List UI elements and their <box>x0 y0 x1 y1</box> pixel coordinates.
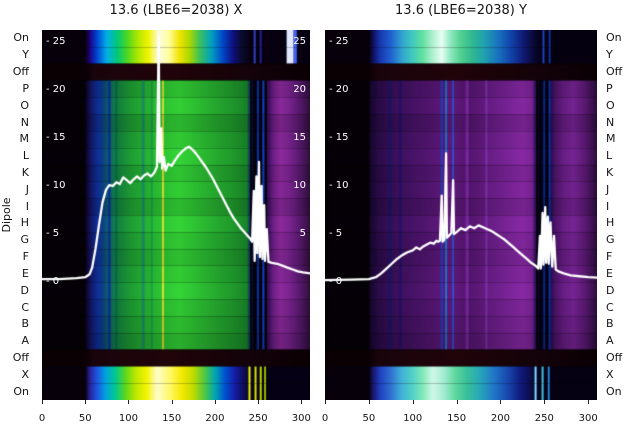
row-label: K <box>606 165 614 179</box>
row-label: Off <box>606 350 623 364</box>
x-tick-mark <box>544 400 546 404</box>
x-tick-mark <box>214 400 216 404</box>
x-tick-mark <box>456 400 458 404</box>
row-label: O <box>20 98 29 112</box>
row-label: G <box>606 233 615 247</box>
x-tick-mark <box>368 400 370 404</box>
y-tick-label: - 0 <box>329 276 343 287</box>
row-label: E <box>606 266 613 280</box>
y-tick-label: - 20 <box>46 84 66 95</box>
row-label: L <box>606 149 613 163</box>
row-label: On <box>606 31 622 45</box>
y-tick-label: - 5 <box>329 228 343 239</box>
row-label: B <box>606 317 614 331</box>
heatmap-y-canvas <box>325 30 597 400</box>
row-label: Y <box>606 48 613 62</box>
row-label: Off <box>12 350 29 364</box>
row-label: A <box>21 334 29 348</box>
row-label: P <box>22 81 29 95</box>
row-label: M <box>606 132 616 146</box>
x-tick-label: 200 <box>205 413 225 424</box>
row-label: G <box>20 233 29 247</box>
x-tick-mark <box>301 400 303 404</box>
row-label: I <box>25 199 29 213</box>
y-tick-label: - 25 <box>46 36 66 47</box>
x-tick-mark <box>412 400 414 404</box>
row-label: F <box>22 250 29 264</box>
heatmap-x-canvas <box>42 30 310 400</box>
y-tick-label: - 5 <box>46 228 60 239</box>
y-tick-label: - 10 <box>329 180 349 191</box>
x-tick-label: 300 <box>291 413 311 424</box>
row-label: I <box>606 199 610 213</box>
y-tick-label-right: 10 <box>293 180 306 191</box>
x-tick-mark <box>258 400 260 404</box>
row-label: C <box>21 300 29 314</box>
x-tick-label: 0 <box>321 413 329 424</box>
row-labels-right: On Y Off P O N M L K J I H G F E D C B A Off X On <box>604 0 640 440</box>
row-label: H <box>606 216 615 230</box>
row-label: P <box>606 81 613 95</box>
row-label: J <box>25 182 29 196</box>
y-tick-label: - 25 <box>329 36 349 47</box>
row-label: K <box>21 165 29 179</box>
x-tick-label: 300 <box>578 413 598 424</box>
row-label: X <box>21 367 29 381</box>
x-tick-mark <box>85 400 87 404</box>
row-label: B <box>21 317 29 331</box>
y-tick-label-right: 15 <box>293 132 306 143</box>
panel-x: 13.6 (LBE6=2038) X 0 50 100 150 200 250 300 - 2… <box>39 3 311 424</box>
panel-y-title: 13.6 (LBE6=2038) Y <box>395 3 527 18</box>
x-tick-mark <box>325 400 326 404</box>
x-tick-label: 250 <box>534 413 554 424</box>
panel-x-title: 13.6 (LBE6=2038) X <box>109 3 243 18</box>
y-tick-label-right: 20 <box>293 84 306 95</box>
x-tick-label: 50 <box>78 413 92 424</box>
panel-y: 13.6 (LBE6=2038) Y 0 50 100 150 200 250 300 - 2… <box>322 3 598 424</box>
row-label: Off <box>606 65 623 79</box>
row-label: O <box>606 98 615 112</box>
x-tick-mark <box>500 400 502 404</box>
y-tick-label: - 0 <box>46 276 60 287</box>
y-tick-label-right: 5 <box>299 228 306 239</box>
row-label: A <box>606 334 614 348</box>
y-tick-label: - 10 <box>46 180 66 191</box>
x-tick-label: 100 <box>403 413 423 424</box>
row-label: N <box>20 115 29 129</box>
y-tick-label: - 20 <box>329 84 349 95</box>
row-label: E <box>22 266 29 280</box>
row-label: L <box>22 149 29 163</box>
x-tick-label: 150 <box>162 413 182 424</box>
y-tick-label: - 15 <box>329 132 349 143</box>
x-tick-label: 100 <box>118 413 138 424</box>
y-tick-label: - 15 <box>46 132 66 143</box>
row-label: X <box>606 367 614 381</box>
row-label: Y <box>22 48 29 62</box>
y-tick-label-right: 25 <box>293 36 306 47</box>
row-label: H <box>20 216 29 230</box>
row-labels-left: On Y Off P O N M L K J I H G F E D C B A Off X On <box>0 0 34 440</box>
x-tick-mark <box>128 400 130 404</box>
x-tick-label: 0 <box>38 413 46 424</box>
x-tick-mark <box>588 400 590 404</box>
row-label: On <box>13 31 29 45</box>
row-label: J <box>606 182 610 196</box>
x-tick-label: 50 <box>362 413 376 424</box>
row-label: On <box>606 384 622 398</box>
row-label: N <box>606 115 615 129</box>
row-label: M <box>19 132 30 146</box>
x-tick-mark <box>171 400 173 404</box>
x-tick-mark <box>42 400 43 404</box>
x-tick-label: 250 <box>248 413 268 424</box>
row-label: F <box>606 250 613 264</box>
row-label: D <box>20 283 29 297</box>
x-tick-label: 200 <box>490 413 511 424</box>
x-tick-label: 150 <box>447 413 467 424</box>
row-label: C <box>606 300 614 314</box>
row-label: Off <box>12 65 29 79</box>
row-label: D <box>606 283 615 297</box>
row-label: On <box>13 384 29 398</box>
